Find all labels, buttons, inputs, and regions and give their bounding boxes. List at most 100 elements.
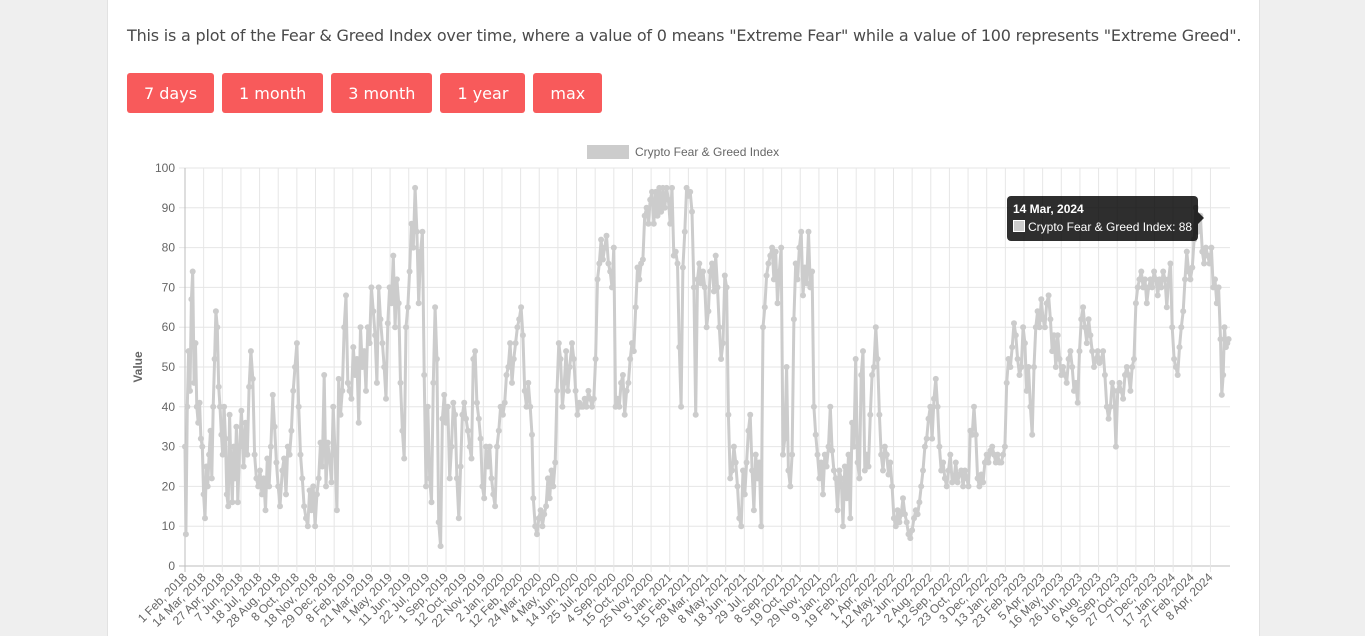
data-point	[1208, 244, 1215, 251]
data-point	[352, 372, 359, 378]
data-point	[676, 344, 683, 351]
data-point	[207, 427, 214, 434]
data-point	[1171, 356, 1178, 362]
data-point	[473, 399, 480, 406]
data-point	[527, 403, 534, 410]
data-point	[1151, 268, 1158, 275]
data-point	[694, 276, 701, 283]
data-point	[838, 475, 845, 482]
data-point	[557, 356, 564, 362]
data-point	[273, 459, 280, 466]
data-point	[894, 507, 901, 514]
range-1-year-button[interactable]: 1 year	[440, 73, 526, 113]
data-point	[240, 463, 247, 470]
data-point	[375, 284, 382, 291]
data-point	[484, 463, 491, 470]
data-point	[247, 348, 254, 355]
data-point	[448, 443, 455, 450]
data-point	[1072, 379, 1079, 386]
data-point	[972, 431, 979, 438]
data-point	[832, 475, 839, 482]
data-point	[701, 284, 708, 291]
data-point	[645, 220, 652, 227]
data-point	[455, 515, 462, 522]
data-point	[729, 467, 736, 474]
data-point	[563, 348, 570, 355]
data-point	[439, 415, 446, 422]
data-point	[214, 324, 221, 331]
data-point	[610, 244, 617, 251]
data-point	[472, 348, 479, 355]
data-point	[251, 451, 258, 458]
data-point	[204, 483, 211, 490]
data-point	[323, 483, 329, 490]
data-point	[901, 511, 908, 518]
data-point	[1131, 356, 1137, 362]
data-point	[814, 451, 821, 458]
data-point	[1036, 324, 1043, 331]
data-point	[641, 212, 648, 219]
data-point	[426, 475, 433, 482]
data-point	[1045, 292, 1052, 299]
data-point	[665, 196, 672, 203]
data-point	[1138, 268, 1145, 275]
data-point	[639, 256, 646, 263]
y-tick-label: 100	[155, 161, 175, 175]
data-point	[1172, 364, 1179, 370]
data-point	[284, 443, 291, 450]
data-point	[401, 455, 408, 462]
range-3-month-button[interactable]: 3 month	[331, 73, 433, 113]
data-point	[421, 372, 428, 378]
data-point	[1014, 356, 1021, 362]
data-point	[692, 411, 699, 418]
data-point	[1009, 344, 1016, 351]
data-point	[809, 268, 816, 275]
data-point	[1132, 300, 1139, 307]
data-point	[725, 411, 732, 418]
data-point	[433, 356, 440, 362]
data-point	[499, 411, 506, 418]
data-point	[721, 272, 728, 279]
data-point	[945, 467, 952, 474]
data-point	[519, 332, 526, 339]
data-point	[463, 415, 469, 422]
data-point	[983, 451, 990, 458]
data-point	[585, 387, 592, 394]
data-point	[255, 483, 262, 490]
data-point	[803, 280, 810, 287]
data-point	[892, 523, 899, 530]
data-point	[796, 244, 803, 251]
data-point	[324, 439, 331, 446]
data-point	[789, 451, 796, 458]
data-point	[512, 340, 519, 347]
data-point	[1085, 316, 1092, 323]
data-point	[683, 184, 690, 191]
data-point	[854, 459, 861, 466]
data-point	[787, 483, 794, 490]
range-1-month-button[interactable]: 1 month	[222, 73, 324, 113]
data-point	[1134, 284, 1141, 291]
data-point	[312, 523, 319, 530]
data-point	[907, 535, 914, 542]
data-point	[572, 387, 579, 394]
data-point	[730, 443, 737, 450]
data-point	[1163, 304, 1170, 311]
data-point	[745, 427, 752, 434]
legend-label: Crypto Fear & Greed Index	[635, 145, 779, 159]
data-point	[900, 495, 906, 502]
data-point	[705, 308, 712, 315]
data-point	[754, 475, 761, 482]
data-point	[943, 483, 950, 490]
data-point	[885, 471, 892, 478]
data-point	[437, 543, 444, 550]
data-point	[1109, 379, 1116, 386]
range-7-days-button[interactable]: 7 days	[127, 73, 215, 113]
data-point	[592, 356, 599, 362]
range-max-button[interactable]: max	[533, 73, 603, 113]
data-point	[430, 379, 437, 386]
data-point	[464, 427, 471, 434]
data-point	[774, 300, 781, 307]
data-point	[661, 204, 668, 211]
data-point	[836, 467, 843, 474]
